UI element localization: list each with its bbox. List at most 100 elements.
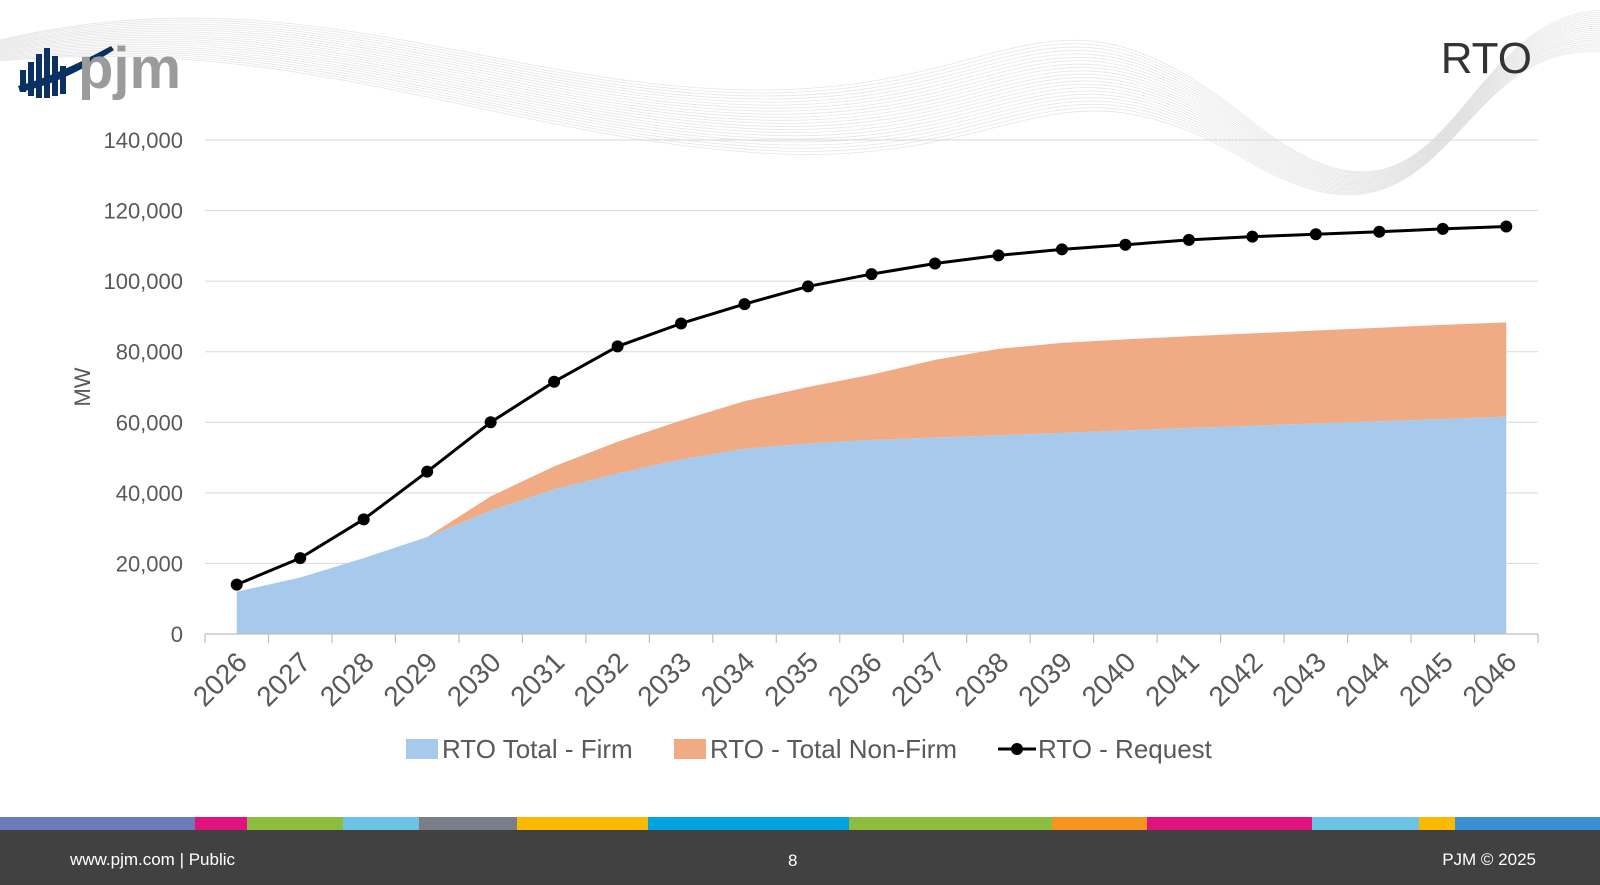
color-strip-segment [1312,817,1419,830]
point-rto-request [1182,233,1195,246]
x-tick-label: 2044 [1330,646,1396,712]
legend-swatch-non-firm [674,739,706,759]
point-rto-request [1246,230,1259,243]
point-rto-request [1119,238,1132,251]
point-rto-request [865,268,878,281]
pjm-logo: pjm [18,36,181,101]
color-strip-segment [1147,817,1312,830]
x-tick-label: 2040 [1076,646,1142,712]
wave-line [0,21,1600,179]
page-number: 8 [788,851,798,870]
wave-line [0,31,1600,184]
footer-site-link[interactable]: www.pjm.com | Public [70,850,236,869]
x-tick-label: 2045 [1393,646,1459,712]
x-tick-label: 2035 [758,646,824,712]
color-strip-segment [0,817,195,830]
color-strip-segment [247,817,343,830]
wave-line [0,47,1600,193]
wave-line [0,25,1600,181]
wave-line [0,11,1600,174]
legend: RTO Total - Firm RTO - Total Non-Firm RTO … [406,734,1213,764]
area-rto-total-firm [236,416,1507,634]
point-rto-request [357,513,370,526]
x-tick-label: 2037 [885,646,951,712]
chart: 0 20,000 40,000 60,000 80,000 100,000 120,000 1… [70,128,1539,764]
wave-line [0,51,1600,196]
color-strip-segment [419,817,517,830]
point-rto-request [421,465,434,478]
y-tick-label: 60,000 [116,410,183,435]
color-strip-segment [849,817,1052,830]
y-axis-label: MW [70,367,95,406]
area-rto-total-non-firm [236,322,1507,592]
wave-line [0,39,1600,189]
wave-line [0,29,1600,183]
x-tick-label: 2027 [250,646,316,712]
wave-line [0,27,1600,182]
color-strip-segment [517,817,648,830]
x-tick-label: 2029 [377,646,443,712]
wave-line [0,45,1600,192]
point-rto-request [1055,243,1068,256]
color-strip-segment [1052,817,1147,830]
wave-line [0,9,1600,173]
x-tick-label: 2026 [187,646,253,712]
logo-bar-2 [28,62,34,96]
point-rto-request [294,552,307,565]
x-tick-label: 2032 [568,646,634,712]
color-strip-segment [648,817,849,830]
point-rto-request [1309,228,1322,241]
color-strip-segment [1419,817,1455,830]
logo-bar-6 [60,66,66,94]
color-strip-segment [343,817,419,830]
point-rto-request [928,257,941,270]
legend-label-non-firm: RTO - Total Non-Firm [710,734,957,764]
wave-line [0,37,1600,188]
legend-label-request: RTO - Request [1038,734,1213,764]
wave-line [0,17,1600,177]
slide-title: RTO [1440,34,1532,83]
y-tick-label: 140,000 [103,128,183,153]
legend-label-firm: RTO Total - Firm [442,734,633,764]
y-tick-label: 100,000 [103,269,183,294]
color-strip-segment [1455,817,1600,830]
x-tick-label: 2034 [695,646,761,712]
wave-line [0,13,1600,175]
legend-swatch-firm [406,739,438,759]
point-rto-request [611,340,624,353]
wave-line [0,43,1600,191]
point-rto-request [738,298,751,311]
point-rto-request [230,578,243,591]
logo-bar-1 [20,70,26,92]
wave-line [0,49,1600,195]
y-tick-label: 120,000 [103,199,183,224]
point-rto-request [484,416,497,429]
y-tick-label: 40,000 [116,481,183,506]
x-tick-label: 2042 [1203,646,1269,712]
x-tick-label: 2039 [1012,646,1078,712]
y-tick-label: 80,000 [116,340,183,365]
point-rto-request [992,249,1005,262]
x-tick-label: 2043 [1266,646,1332,712]
y-tick-label: 0 [171,622,183,647]
point-rto-request [675,317,688,330]
point-rto-request [1500,220,1513,233]
color-strip-segment [195,817,247,830]
x-tick-label: 2036 [822,646,888,712]
point-rto-request [1436,222,1449,235]
x-tick-label: 2041 [1139,646,1205,712]
x-tick-label: 2033 [631,646,697,712]
logo-bar-3 [36,54,42,98]
y-tick-label: 20,000 [116,551,183,576]
point-rto-request [548,375,561,388]
point-rto-request [802,280,815,293]
point-rto-request [1373,225,1386,238]
x-tick-label: 2038 [949,646,1015,712]
x-tick-label: 2030 [441,646,507,712]
logo-text: pjm [78,36,181,101]
logo-swoosh [18,46,114,92]
legend-swatch-request-marker [1011,743,1023,755]
x-tick-label: 2046 [1457,646,1523,712]
wave-line [0,41,1600,190]
